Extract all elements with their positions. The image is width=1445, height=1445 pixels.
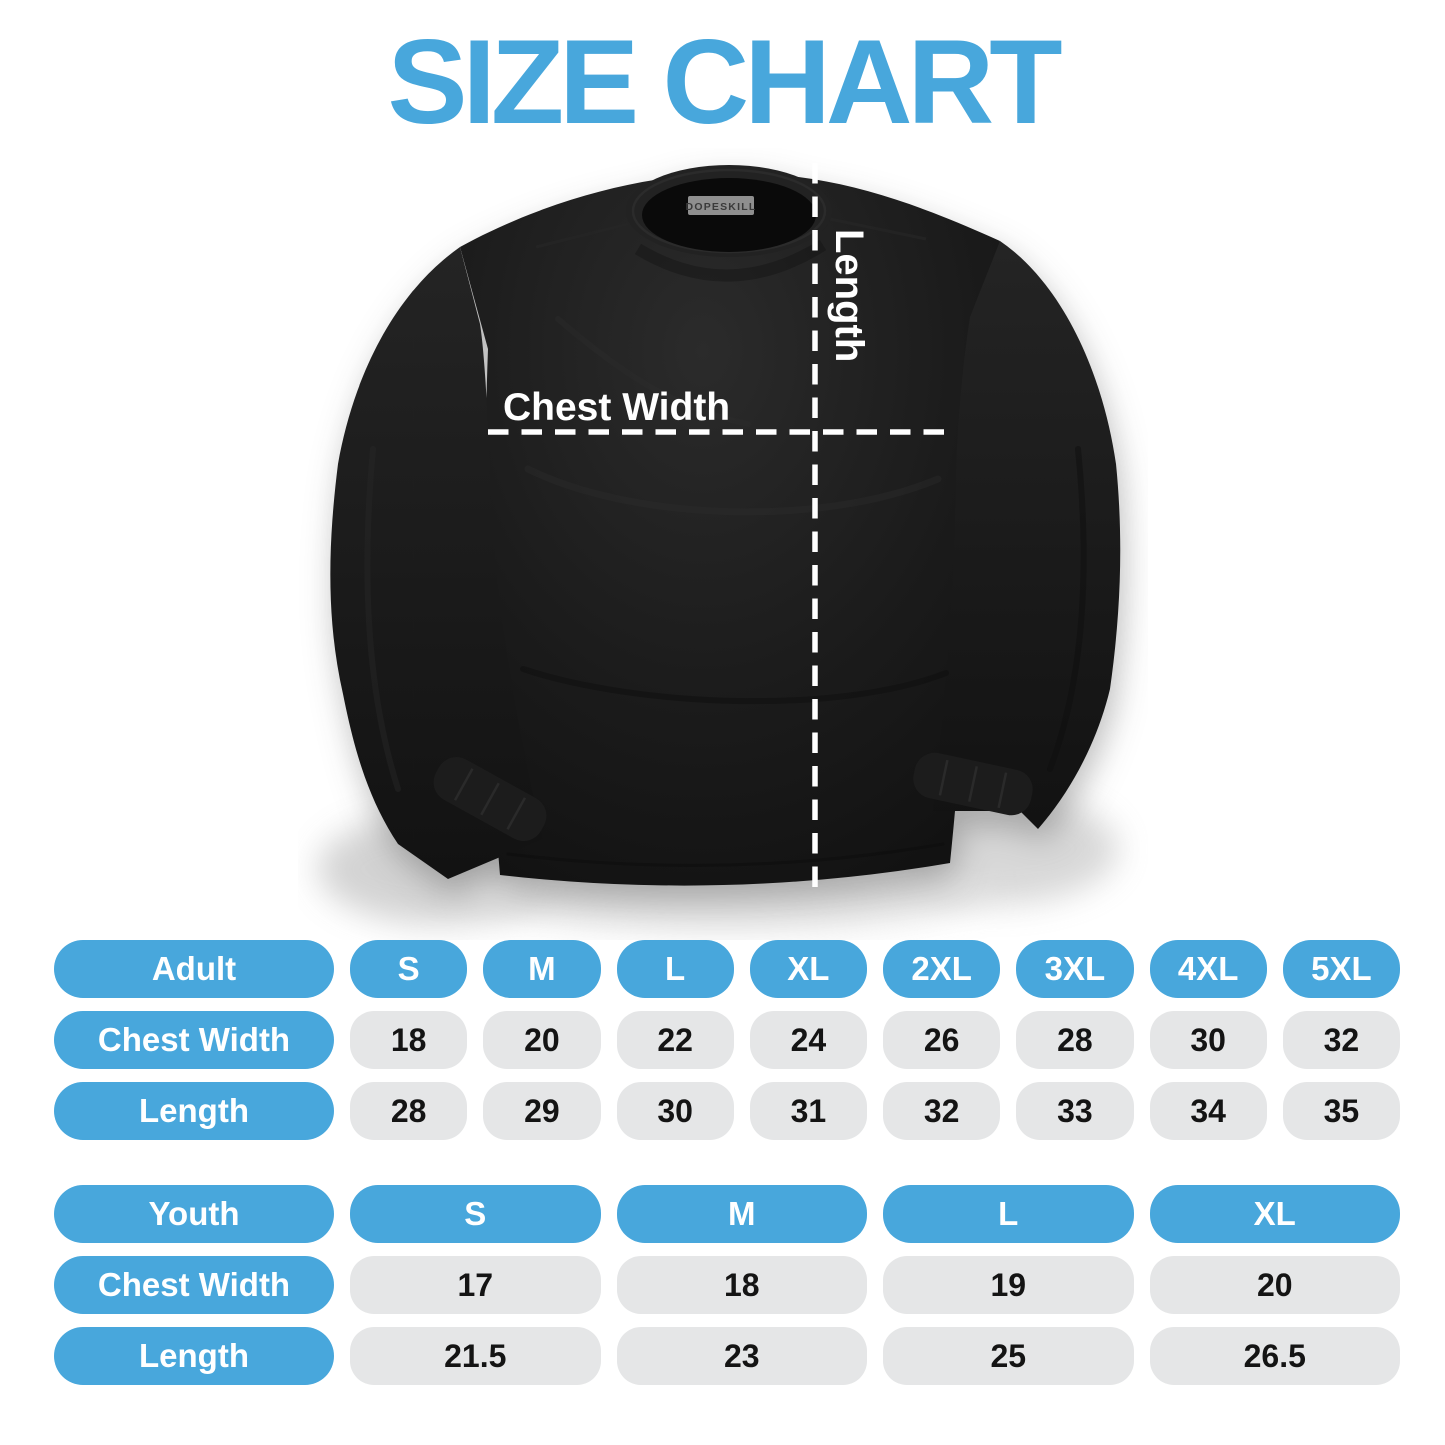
adult-length-value: 32 xyxy=(883,1082,1001,1140)
adult-chest-width-value: 20 xyxy=(483,1011,601,1069)
youth-length-row: Length 21.5 23 25 26.5 xyxy=(54,1327,1400,1385)
chest-width-label: Chest Width xyxy=(503,386,730,429)
youth-chest-width-value: 18 xyxy=(616,1256,867,1314)
youth-table-label: Youth xyxy=(54,1185,334,1243)
left-cuff xyxy=(433,756,547,842)
adult-chest-width-label: Chest Width xyxy=(54,1011,334,1069)
brand-tag-label: DOPESKILL xyxy=(686,201,757,213)
length-label: Length xyxy=(827,229,871,362)
adult-size-l: L xyxy=(616,940,734,998)
collar: DOPESKILL xyxy=(535,165,927,282)
adult-length-value: 29 xyxy=(483,1082,601,1140)
left-sleeve xyxy=(330,247,543,879)
adult-length-label: Length xyxy=(54,1082,334,1140)
youth-length-value: 25 xyxy=(883,1327,1134,1385)
youth-chest-width-value: 20 xyxy=(1149,1256,1400,1314)
adult-table-label: Adult xyxy=(54,940,334,998)
youth-length-value: 26.5 xyxy=(1149,1327,1400,1385)
adult-length-value: 31 xyxy=(749,1082,867,1140)
right-cuff xyxy=(913,752,1033,816)
adult-size-xl: XL xyxy=(749,940,867,998)
brand-tag: DOPESKILL xyxy=(686,196,757,215)
right-sleeve xyxy=(933,241,1121,829)
youth-chest-width-row: Chest Width 17 18 19 20 xyxy=(54,1256,1400,1314)
adult-size-5xl: 5XL xyxy=(1282,940,1400,998)
shirt-illustration: DOPESKILL Chest Width Length xyxy=(318,163,1121,929)
adult-length-value: 33 xyxy=(1016,1082,1134,1140)
shirt-body xyxy=(460,173,1000,886)
adult-chest-width-value: 24 xyxy=(749,1011,867,1069)
adult-header-row: Adult S M L XL 2XL 3XL 4XL 5XL xyxy=(54,940,1400,998)
adult-chest-width-row: Chest Width 18 20 22 24 26 28 30 32 xyxy=(54,1011,1400,1069)
youth-chest-width-value: 19 xyxy=(883,1256,1134,1314)
adult-length-value: 28 xyxy=(350,1082,468,1140)
adult-chest-width-value: 30 xyxy=(1149,1011,1267,1069)
adult-size-3xl: 3XL xyxy=(1016,940,1134,998)
fabric-folds xyxy=(364,316,1087,867)
youth-size-l: L xyxy=(883,1185,1134,1243)
adult-length-value: 34 xyxy=(1149,1082,1267,1140)
adult-length-value: 35 xyxy=(1282,1082,1400,1140)
adult-length-row: Length 28 29 30 31 32 33 34 35 xyxy=(54,1082,1400,1140)
adult-size-4xl: 4XL xyxy=(1149,940,1267,998)
adult-size-2xl: 2XL xyxy=(883,940,1001,998)
youth-size-xl: XL xyxy=(1149,1185,1400,1243)
adult-length-value: 30 xyxy=(616,1082,734,1140)
youth-length-value: 21.5 xyxy=(350,1327,601,1385)
adult-size-s: S xyxy=(350,940,468,998)
adult-chest-width-value: 18 xyxy=(350,1011,468,1069)
youth-length-value: 23 xyxy=(616,1327,867,1385)
adult-chest-width-value: 26 xyxy=(883,1011,1001,1069)
adult-size-m: M xyxy=(483,940,601,998)
adult-chest-width-value: 32 xyxy=(1282,1011,1400,1069)
page-title: SIZE CHART xyxy=(387,15,1063,149)
adult-chest-width-value: 22 xyxy=(616,1011,734,1069)
adult-chest-width-value: 28 xyxy=(1016,1011,1134,1069)
youth-size-s: S xyxy=(350,1185,601,1243)
size-tables: Adult S M L XL 2XL 3XL 4XL 5XL Chest Wid… xyxy=(54,940,1400,1398)
youth-length-label: Length xyxy=(54,1327,334,1385)
youth-size-m: M xyxy=(616,1185,867,1243)
youth-chest-width-label: Chest Width xyxy=(54,1256,334,1314)
youth-header-row: Youth S M L XL xyxy=(54,1185,1400,1243)
youth-chest-width-value: 17 xyxy=(350,1256,601,1314)
